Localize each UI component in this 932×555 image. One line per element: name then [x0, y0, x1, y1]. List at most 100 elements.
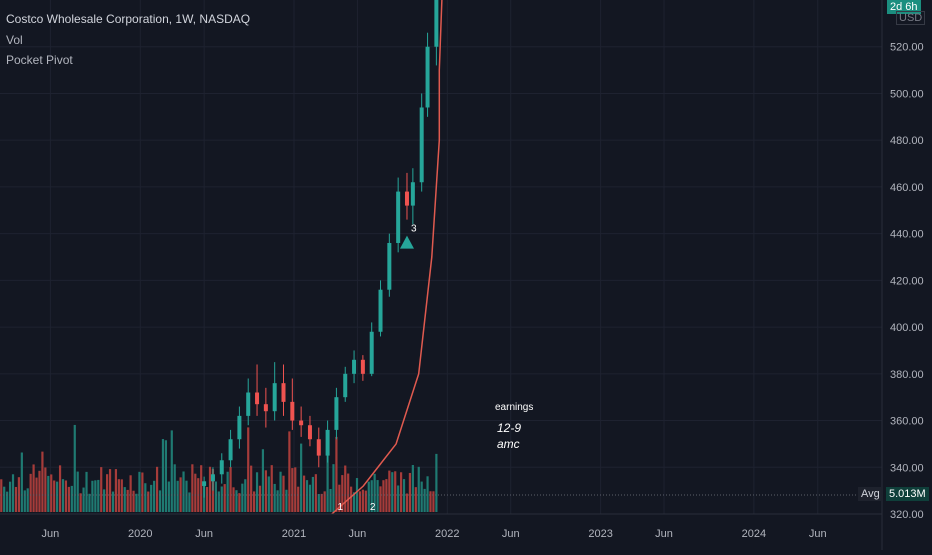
volume-bar — [29, 473, 32, 512]
volume-bar — [182, 471, 185, 512]
candle-body — [325, 429, 330, 456]
time-axis[interactable]: Jun 2020 Jun 2021 Jun 2022 Jun 2023 Jun 2024 Jun — [0, 513, 882, 540]
volume-bar — [138, 471, 141, 512]
volume-bar — [185, 480, 188, 512]
volume-bar — [50, 474, 53, 512]
volume-bar — [217, 491, 220, 512]
candle-body — [434, 0, 439, 47]
volume-bar — [429, 491, 432, 512]
volume-bar — [6, 491, 9, 512]
price-tick-label: 340.00 — [890, 462, 924, 474]
candle-body — [334, 397, 339, 430]
candle-body — [369, 331, 374, 374]
grid-lines — [0, 0, 882, 515]
time-tick-label: Jun — [195, 528, 213, 540]
volume-bar — [3, 486, 6, 512]
volume-bar — [208, 466, 212, 512]
volume-bar — [414, 487, 417, 512]
volume-bar — [423, 488, 426, 512]
volume-bar — [41, 451, 44, 512]
volume-bar — [155, 466, 159, 512]
moving-average-line — [331, 0, 443, 515]
volume-bar — [64, 480, 68, 512]
volume-bar — [329, 488, 332, 512]
volume-bar — [323, 491, 326, 512]
volume-bar — [108, 469, 112, 512]
volume-bar — [14, 486, 18, 512]
volume-bar — [250, 465, 253, 512]
volume-bar — [141, 472, 144, 512]
volume-bar — [67, 486, 70, 512]
time-tick-label: 2020 — [128, 528, 152, 540]
volume-bar — [114, 469, 118, 512]
currency-label[interactable]: USD — [896, 11, 926, 25]
volume-bar — [205, 487, 209, 512]
volume-histogram — [0, 424, 438, 512]
candle-body — [281, 383, 286, 402]
earnings-date: 12-9 — [497, 421, 522, 435]
price-tick-label: 380.00 — [890, 369, 924, 381]
candle-body — [272, 383, 277, 412]
pivot-marker-label: 1 — [337, 502, 343, 513]
volume-bar — [103, 489, 106, 512]
volume-bar — [150, 484, 153, 512]
volume-bar — [123, 487, 126, 512]
volume-bar — [94, 480, 97, 512]
volume-bar — [241, 483, 244, 512]
volume-bar — [320, 493, 323, 512]
price-tick-label: 320.00 — [890, 509, 924, 521]
volume-bar — [350, 486, 353, 512]
vol-indicator-label[interactable]: Vol — [6, 33, 23, 47]
candle-body — [425, 46, 430, 108]
candle-body — [343, 373, 348, 398]
volume-bar — [226, 471, 229, 512]
volume-bar — [238, 493, 241, 512]
candle-body — [202, 481, 207, 486]
volume-bar — [417, 466, 420, 512]
volume-bar — [305, 480, 309, 512]
volume-bar — [191, 464, 194, 512]
volume-bar — [32, 464, 35, 512]
volume-bar — [394, 471, 397, 512]
volume-bar — [294, 467, 297, 512]
volume-bar — [158, 490, 162, 512]
volume-bar — [244, 479, 247, 512]
time-tick-label: Jun — [809, 528, 827, 540]
price-tick-label: 480.00 — [890, 135, 924, 147]
volume-bar — [164, 440, 167, 512]
volume-bar — [282, 475, 285, 512]
volume-bar — [270, 465, 273, 512]
pocket-pivot-indicator-label[interactable]: Pocket Pivot — [6, 53, 73, 67]
candle-body — [237, 415, 242, 440]
price-tick-label: 400.00 — [890, 322, 924, 334]
volume-bar — [232, 487, 235, 512]
volume-bar — [261, 449, 265, 512]
volume-bar — [20, 452, 23, 512]
volume-bar — [126, 489, 129, 512]
time-tick-label: 2021 — [282, 528, 306, 540]
candle-body — [396, 191, 401, 243]
volume-bar — [61, 479, 65, 512]
volume-bar — [129, 475, 132, 512]
pivot-marker-label: 3 — [411, 224, 417, 235]
volume-bar — [285, 489, 288, 512]
candle-body — [378, 289, 383, 332]
time-tick-label: Jun — [502, 528, 520, 540]
volume-bar — [326, 433, 329, 512]
chart-title[interactable]: Costco Wholesale Corporation, 1W, NASDAQ — [6, 12, 251, 26]
pivot-marker-label: 2 — [370, 502, 376, 513]
volume-bar — [170, 430, 173, 512]
volume-bar — [194, 473, 197, 512]
price-axis[interactable]: 320.00 340.00 360.00 380.00 400.00 420.00 440.… — [881, 0, 924, 550]
volume-bar — [291, 468, 294, 512]
price-tick-label: 460.00 — [890, 182, 924, 194]
volume-bar — [56, 481, 59, 512]
candle-body — [419, 107, 424, 183]
time-tick-label: Jun — [655, 528, 673, 540]
volume-bar — [408, 472, 412, 512]
volume-bar — [397, 485, 400, 512]
volume-bar — [88, 493, 91, 512]
price-tick-label: 520.00 — [890, 42, 924, 54]
